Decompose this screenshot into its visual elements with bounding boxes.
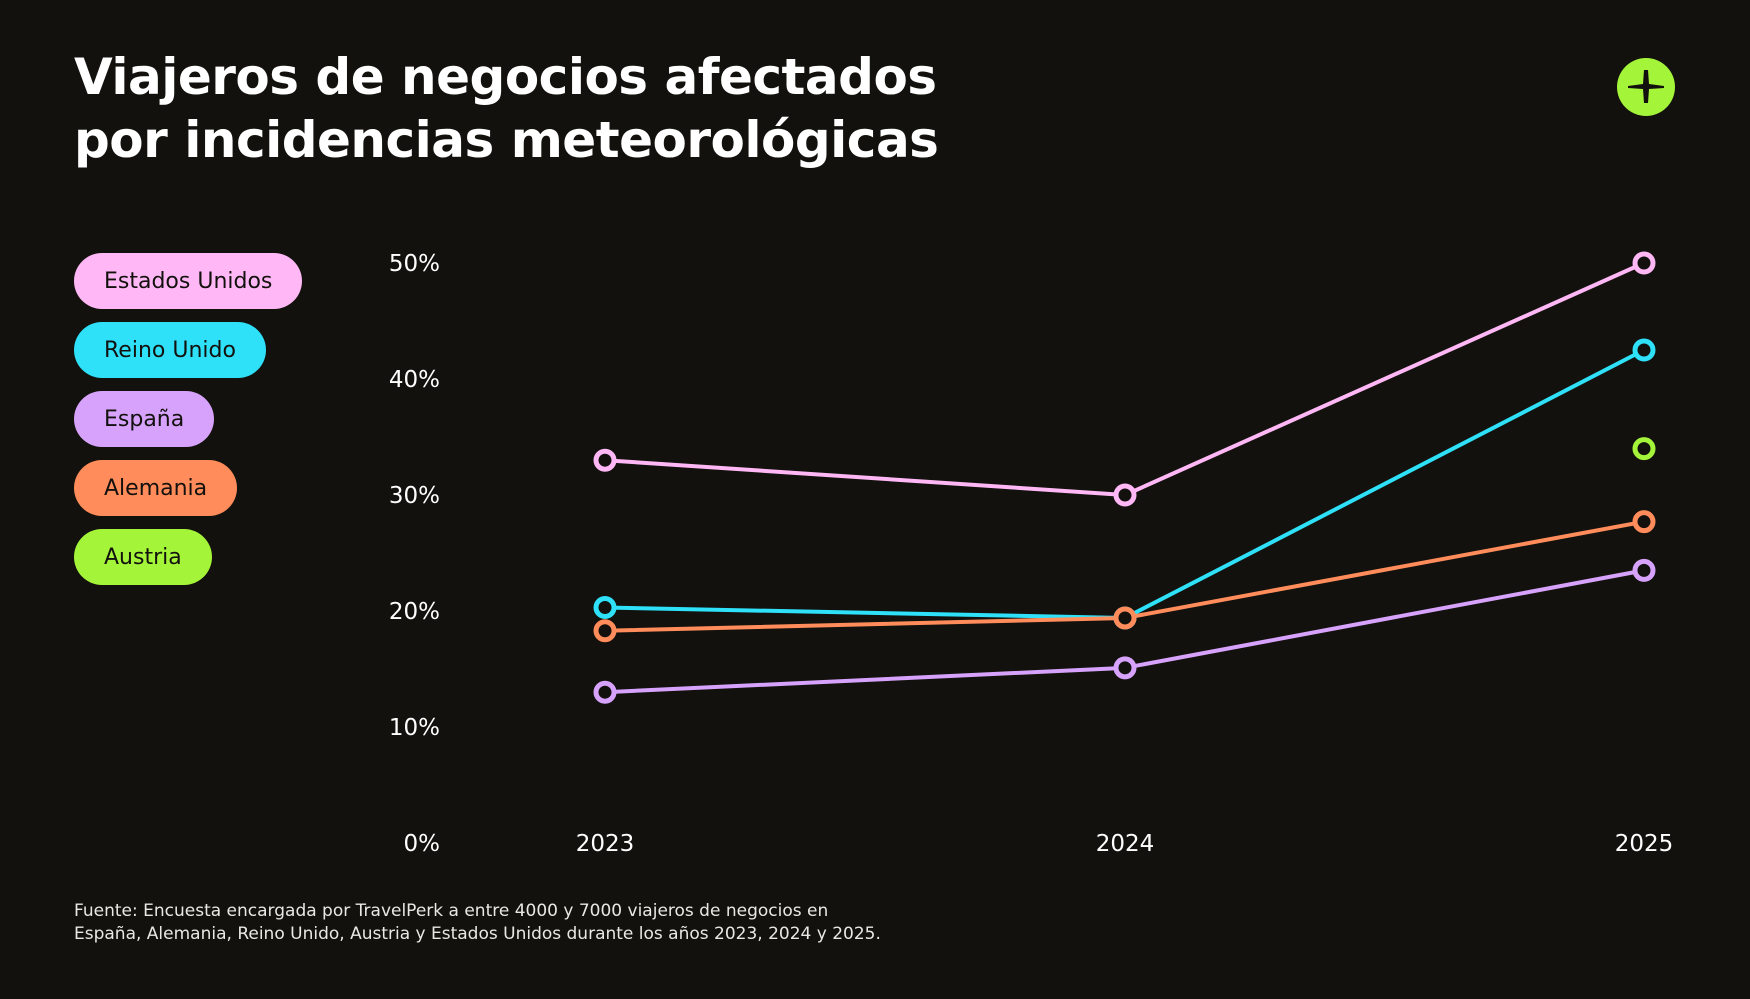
legend-item-reino-unido: Reino Unido — [74, 322, 266, 378]
legend-item-estados-unidos: Estados Unidos — [74, 253, 303, 309]
y-tick-label: 50% — [389, 251, 440, 277]
legend-label: España — [104, 406, 185, 432]
travelperk-logo-icon — [1617, 58, 1675, 116]
series-line — [604, 261, 1645, 497]
data-point — [1113, 606, 1137, 630]
legend-item-austria: Austria — [74, 529, 212, 585]
footnote-line-1: Fuente: Encuesta encargada por TravelPer… — [74, 901, 829, 921]
legend-label: Estados Unidos — [104, 268, 273, 294]
x-tick-label: 2023 — [576, 831, 635, 857]
data-point — [1113, 656, 1137, 680]
data-point — [593, 619, 617, 643]
footnote-line-2: España, Alemania, Reino Unido, Austria y… — [74, 924, 881, 944]
legend-label: Alemania — [104, 475, 208, 501]
title-line-2: por incidencias meteorológicas — [74, 111, 939, 169]
legend: Estados Unidos Reino Unido España Aleman… — [74, 253, 303, 598]
x-tick-label: 2024 — [1096, 831, 1155, 857]
legend-item-alemania: Alemania — [74, 460, 238, 516]
data-point — [1632, 437, 1656, 461]
chart-title: Viajeros de negocios afectados por incid… — [74, 46, 939, 172]
y-tick-label: 40% — [389, 367, 440, 393]
data-point — [1632, 510, 1656, 534]
y-tick-label: 30% — [389, 483, 440, 509]
data-point — [1632, 558, 1656, 582]
x-tick-label: 2025 — [1615, 831, 1674, 857]
data-point — [593, 680, 617, 704]
y-tick-label: 0% — [404, 831, 441, 857]
y-tick-label: 10% — [389, 715, 440, 741]
y-tick-label: 20% — [389, 599, 440, 625]
legend-label: Reino Unido — [104, 337, 236, 363]
footnote: Fuente: Encuesta encargada por TravelPer… — [74, 900, 881, 946]
title-line-1: Viajeros de negocios afectados — [74, 48, 937, 106]
data-point — [593, 596, 617, 620]
legend-item-espana: España — [74, 391, 215, 447]
data-point — [1632, 251, 1656, 275]
legend-label: Austria — [104, 544, 182, 570]
data-point — [1113, 483, 1137, 507]
data-point — [593, 448, 617, 472]
data-point — [1632, 338, 1656, 362]
